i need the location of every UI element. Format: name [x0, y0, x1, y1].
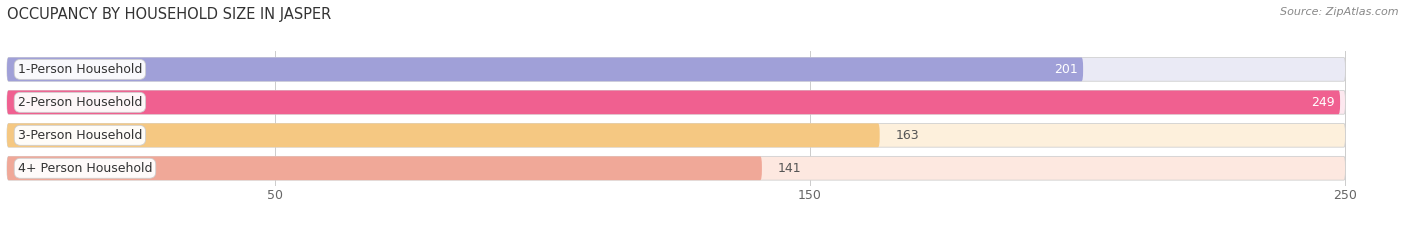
- Text: 3-Person Household: 3-Person Household: [18, 129, 142, 142]
- Text: Source: ZipAtlas.com: Source: ZipAtlas.com: [1281, 7, 1399, 17]
- FancyBboxPatch shape: [7, 156, 1346, 180]
- Text: 201: 201: [1054, 63, 1078, 76]
- Text: 249: 249: [1312, 96, 1334, 109]
- FancyBboxPatch shape: [7, 90, 1340, 114]
- Text: 1-Person Household: 1-Person Household: [18, 63, 142, 76]
- Text: OCCUPANCY BY HOUSEHOLD SIZE IN JASPER: OCCUPANCY BY HOUSEHOLD SIZE IN JASPER: [7, 7, 332, 22]
- FancyBboxPatch shape: [7, 58, 1083, 81]
- Text: 141: 141: [778, 162, 801, 175]
- Text: 2-Person Household: 2-Person Household: [18, 96, 142, 109]
- FancyBboxPatch shape: [7, 58, 1346, 81]
- Text: 163: 163: [896, 129, 920, 142]
- FancyBboxPatch shape: [7, 123, 1346, 147]
- FancyBboxPatch shape: [7, 123, 880, 147]
- FancyBboxPatch shape: [7, 90, 1346, 114]
- FancyBboxPatch shape: [7, 156, 762, 180]
- Text: 4+ Person Household: 4+ Person Household: [18, 162, 152, 175]
